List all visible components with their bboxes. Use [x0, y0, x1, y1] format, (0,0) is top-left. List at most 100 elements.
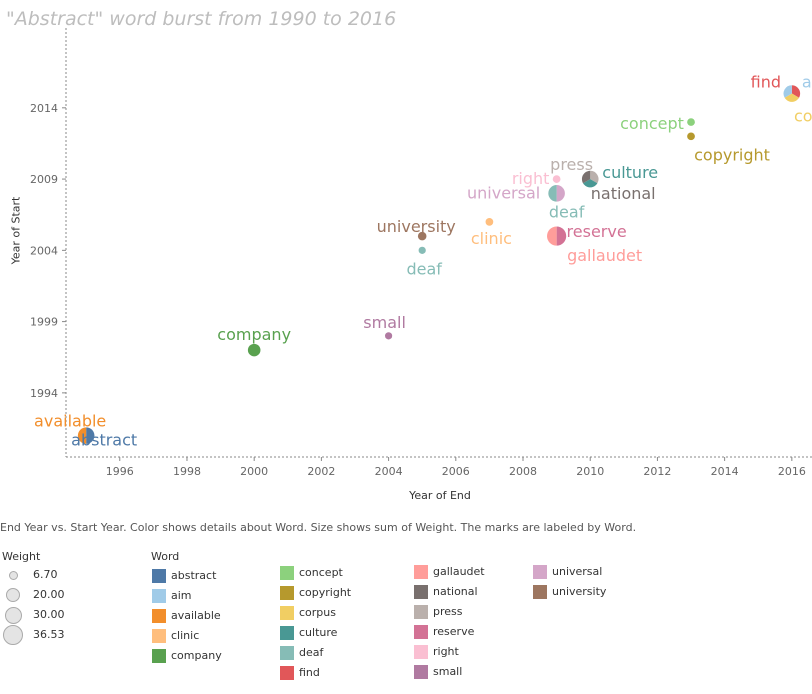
mark-clinic [485, 217, 494, 226]
word-legend-title: Word [151, 550, 180, 563]
weight-size-icon [3, 625, 23, 645]
color-swatch-icon [280, 606, 294, 620]
y-tick-label: 1994 [30, 387, 58, 400]
color-swatch-icon [280, 566, 294, 580]
color-swatch-icon [152, 569, 166, 583]
color-swatch-icon [414, 565, 428, 579]
word-legend-label: national [433, 585, 478, 598]
word-legend-label: corpus [299, 606, 336, 619]
y-tick-label: 2014 [30, 102, 58, 115]
point-label-find: find [751, 73, 781, 92]
word-legend-label: universal [552, 565, 603, 578]
point-label-right: right [512, 169, 550, 188]
y-tick-label: 1999 [30, 316, 58, 329]
x-tick-label: 1996 [106, 465, 134, 478]
color-swatch-icon [414, 585, 428, 599]
mark-copyright [687, 132, 695, 141]
point-label-clinic: clinic [471, 229, 512, 248]
weight-legend-title: Weight [2, 550, 41, 563]
color-swatch-icon [533, 585, 547, 599]
mark-small [384, 332, 393, 340]
x-tick-label: 2014 [711, 465, 739, 478]
color-swatch-icon [152, 609, 166, 623]
y-axis-title: Year of Start [9, 196, 23, 265]
word-legend-label: culture [299, 626, 338, 639]
color-swatch-icon [414, 605, 428, 619]
color-swatch-icon [152, 629, 166, 643]
x-tick-label: 2002 [307, 465, 335, 478]
x-tick-label: 2012 [643, 465, 671, 478]
weight-legend-label: 6.70 [33, 568, 58, 581]
x-tick-label: 2000 [240, 465, 268, 478]
point-label-aim: aim [802, 73, 812, 92]
word-legend-label: clinic [171, 629, 200, 642]
weight-legend-label: 20.00 [33, 588, 65, 601]
mark-concept [687, 118, 695, 126]
word-legend-label: available [171, 609, 221, 622]
point-label-small: small [363, 313, 406, 332]
chart-title: "Abstract" word burst from 1990 to 2016 [6, 8, 397, 30]
weight-size-icon [6, 588, 20, 602]
x-tick-label: 2008 [509, 465, 537, 478]
point-label-culture: culture [602, 163, 658, 182]
color-swatch-icon [280, 626, 294, 640]
word-legend-label: university [552, 585, 607, 598]
mark-slice-universal [556, 185, 565, 202]
word-legend-label: abstract [171, 569, 217, 582]
mark-slice-aim [783, 85, 792, 98]
color-swatch-icon [280, 646, 294, 660]
color-swatch-icon [152, 649, 166, 663]
word-legend-label: press [433, 605, 463, 618]
point-label-corpus: corpus [794, 107, 812, 126]
point-label-national: national [591, 184, 656, 203]
weight-size-icon [8, 570, 18, 580]
mark-deaf [418, 246, 426, 254]
word-legend-label: reserve [433, 625, 475, 638]
point-label-gallaudet: gallaudet [567, 246, 642, 265]
mark-slice-deaf [548, 185, 557, 202]
color-swatch-icon [152, 589, 166, 603]
mark-university [417, 231, 427, 241]
point-label-deaf: deaf [406, 259, 442, 278]
mark-slice-corpus [784, 93, 800, 102]
mark-slice-culture [583, 179, 598, 188]
word-legend-label: aim [171, 589, 192, 602]
mark-slice-national [581, 170, 591, 184]
color-swatch-icon [280, 586, 294, 600]
weight-legend-label: 36.53 [33, 628, 65, 641]
point-label-company: company [217, 325, 291, 344]
point-label-copyright: copyright [694, 145, 770, 164]
word-legend-label: small [433, 665, 463, 678]
point-label-concept: concept [620, 114, 684, 133]
y-tick-label: 2004 [30, 244, 58, 257]
point-label-reserve: reserve [567, 222, 627, 241]
word-legend-label: right [433, 645, 459, 658]
point-label-universal: universal [467, 183, 540, 202]
point-label-press: press [550, 155, 593, 174]
x-tick-label: 2010 [576, 465, 604, 478]
mark-slice-press [590, 170, 599, 184]
color-swatch-icon [414, 665, 428, 679]
x-tick-label: 2006 [442, 465, 470, 478]
color-swatch-icon [414, 625, 428, 639]
x-axis-title: Year of End [409, 489, 471, 502]
x-tick-label: 2016 [778, 465, 806, 478]
point-label-university: university [377, 217, 456, 236]
word-legend-label: find [299, 666, 320, 679]
mark-company [247, 343, 261, 357]
word-legend-label: deaf [299, 646, 324, 659]
mark-slice-reserve [556, 226, 567, 246]
word-legend-label: concept [299, 566, 343, 579]
color-swatch-icon [533, 565, 547, 579]
word-legend-label: company [171, 649, 222, 662]
mark-right [552, 175, 561, 183]
x-tick-label: 1998 [173, 465, 201, 478]
color-swatch-icon [280, 666, 294, 680]
mark-slice-available [77, 427, 87, 444]
chart-caption: End Year vs. Start Year. Color shows det… [0, 521, 637, 534]
weight-size-icon [4, 606, 22, 624]
x-tick-label: 2004 [375, 465, 403, 478]
point-label-deaf: deaf [549, 202, 585, 221]
mark-slice-abstract [86, 427, 95, 444]
